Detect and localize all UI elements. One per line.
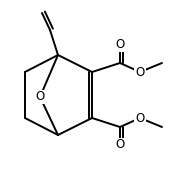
Text: O: O	[135, 65, 145, 79]
Text: O: O	[35, 90, 45, 103]
Text: O: O	[115, 138, 125, 151]
Text: O: O	[115, 39, 125, 51]
Text: O: O	[135, 112, 145, 124]
